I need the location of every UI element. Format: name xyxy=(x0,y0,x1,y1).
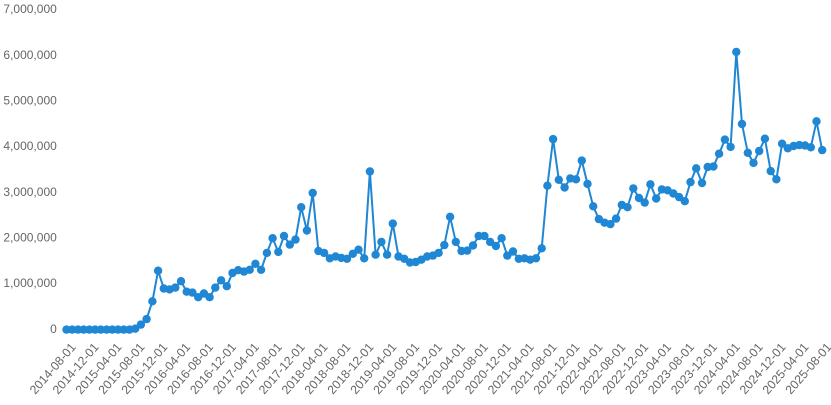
svg-text:2,000,000: 2,000,000 xyxy=(3,231,57,245)
svg-text:1,000,000: 1,000,000 xyxy=(3,276,57,290)
svg-text:3,000,000: 3,000,000 xyxy=(3,185,57,199)
svg-text:7,000,000: 7,000,000 xyxy=(3,2,57,16)
svg-text:6,000,000: 6,000,000 xyxy=(3,48,57,62)
svg-text:4,000,000: 4,000,000 xyxy=(3,139,57,153)
svg-text:5,000,000: 5,000,000 xyxy=(3,94,57,108)
svg-text:0: 0 xyxy=(50,322,57,336)
